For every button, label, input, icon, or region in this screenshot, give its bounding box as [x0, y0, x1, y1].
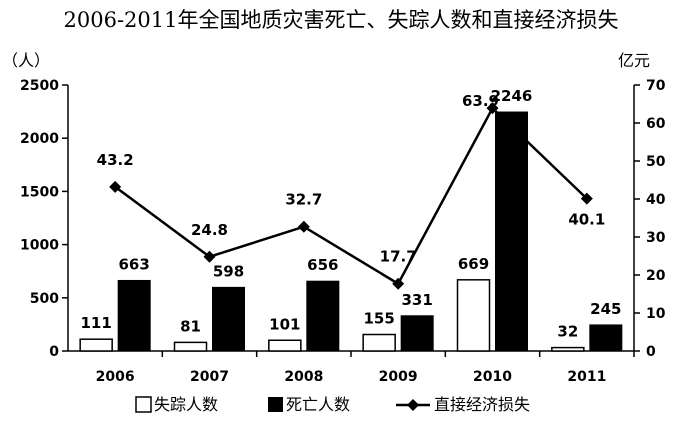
point-loss [203, 250, 216, 263]
bar-missing [456, 279, 491, 352]
data-label-missing: 155 [364, 310, 395, 328]
data-label-missing: 101 [269, 315, 300, 333]
legend-marker-loss [407, 399, 419, 411]
point-loss [297, 220, 310, 233]
data-label-missing: 32 [557, 323, 578, 341]
right-tick-label: 60 [646, 116, 666, 132]
bar-missing [79, 338, 113, 352]
data-label-deaths: 656 [307, 256, 338, 274]
legend-swatch-deaths [268, 397, 283, 412]
data-label-deaths: 245 [590, 300, 621, 318]
bar-deaths [400, 315, 434, 352]
bar-missing [362, 333, 396, 352]
data-label-loss: 24.8 [191, 221, 228, 239]
x-tick-label: 2009 [379, 369, 418, 385]
bar-deaths [589, 324, 623, 352]
right-tick-label: 40 [646, 192, 666, 208]
x-tick-label: 2011 [567, 369, 606, 385]
right-tick-label: 0 [646, 344, 656, 360]
line-group [109, 102, 593, 290]
right-axis-unit: 亿元 [618, 51, 650, 70]
left-tick-label: 1500 [20, 184, 59, 200]
point-loss [580, 192, 593, 205]
point-loss [486, 102, 499, 115]
data-label-deaths: 663 [119, 255, 150, 273]
left-axis-unit: （人） [2, 51, 50, 70]
left-tick-label: 2000 [20, 131, 59, 147]
data-label-deaths: 2246 [491, 87, 533, 105]
x-tick-label: 2008 [284, 369, 323, 385]
right-tick-label: 20 [646, 268, 666, 284]
bar-missing [268, 339, 302, 352]
right-tick-label: 50 [646, 154, 666, 170]
data-label-loss: 43.2 [97, 151, 134, 169]
left-tick-label: 1000 [20, 238, 59, 254]
x-tick-label: 2010 [473, 369, 512, 385]
data-label-deaths: 598 [213, 262, 244, 280]
data-label-deaths: 331 [402, 291, 433, 309]
legend-label-missing: 失踪人数 [154, 395, 218, 414]
data-label-missing: 111 [81, 314, 112, 332]
x-tick-label: 2007 [190, 369, 229, 385]
left-tick-label: 500 [30, 291, 59, 307]
right-tick-label: 10 [646, 306, 666, 322]
data-label-missing: 669 [458, 255, 489, 273]
legend-swatch-missing [135, 396, 152, 413]
bar-deaths [212, 286, 245, 352]
right-tick-label: 30 [646, 230, 666, 246]
bar-deaths [306, 280, 340, 352]
x-tick-label: 2006 [96, 369, 135, 385]
data-label-loss: 17.7 [380, 248, 417, 266]
bar-deaths [117, 279, 151, 352]
bars-group [79, 111, 623, 352]
left-tick-label: 2500 [20, 78, 59, 94]
legend: 失踪人数 死亡人数 直接经济损失 [135, 395, 530, 414]
right-tick-label: 70 [646, 78, 666, 94]
point-loss [392, 277, 405, 290]
data-label-loss: 40.1 [568, 211, 605, 229]
chart-title: 2006-2011年全国地质灾害死亡、失踪人数和直接经济损失 [63, 8, 619, 32]
point-loss [109, 180, 122, 193]
data-labels-group: 111 663 81 598 101 656 155 331 669 2246 32 245 43.2 2… [81, 87, 622, 341]
line-loss [114, 106, 588, 286]
legend-label-loss: 直接经济损失 [434, 395, 530, 414]
bar-missing [551, 346, 585, 352]
legend-label-deaths: 死亡人数 [286, 395, 350, 414]
bar-deaths [495, 111, 528, 352]
data-label-missing: 81 [180, 317, 201, 335]
data-label-loss: 63.9 [462, 92, 499, 110]
bar-missing [173, 341, 208, 352]
axes-group: 0 500 1000 1500 2000 2500 0 10 20 30 40 50 60 70 2006 2… [20, 78, 666, 385]
left-tick-label: 0 [49, 344, 59, 360]
data-label-loss: 32.7 [285, 191, 322, 209]
